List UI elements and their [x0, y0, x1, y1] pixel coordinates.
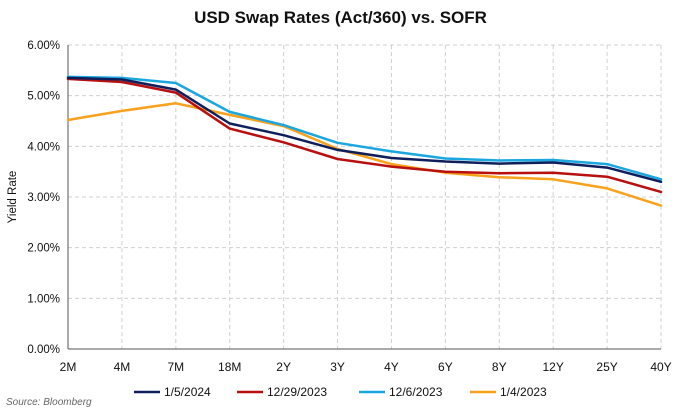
- y-tick-label: 4.00%: [27, 141, 60, 153]
- x-tick-label: 4M: [114, 360, 131, 374]
- source-note: Source: Bloomberg: [6, 397, 92, 408]
- legend-label: 1/5/2024: [164, 385, 211, 399]
- y-tick-label: 1.00%: [27, 293, 60, 305]
- x-tick-label: 40Y: [650, 360, 671, 374]
- x-tick-label: 2Y: [276, 360, 291, 374]
- x-tick-label: 12Y: [543, 360, 564, 374]
- legend-label: 12/29/2023: [267, 385, 327, 399]
- legend-label: 1/4/2023: [500, 385, 547, 399]
- chart-title: USD Swap Rates (Act/360) vs. SOFR: [194, 8, 487, 27]
- series-line: [66, 77, 663, 194]
- legend-label: 12/6/2023: [389, 385, 443, 399]
- y-tick-label: 0.00%: [27, 344, 60, 356]
- y-tick-label: 6.00%: [27, 40, 60, 52]
- x-tick-label: 25Y: [596, 360, 617, 374]
- x-tick-label: 7M: [167, 360, 184, 374]
- x-tick-label: 2M: [60, 360, 77, 374]
- y-tick-label: 3.00%: [27, 192, 60, 204]
- y-tick-label: 5.00%: [27, 91, 60, 103]
- y-axis-label: Yield Rate: [7, 171, 19, 224]
- series-line: [66, 75, 663, 181]
- x-tick-label: 8Y: [492, 360, 507, 374]
- x-tick-label: 3Y: [330, 360, 345, 374]
- series-line: [66, 102, 663, 207]
- y-tick-label: 2.00%: [27, 243, 60, 255]
- x-tick-label: 18M: [218, 360, 241, 374]
- x-tick-label: 4Y: [384, 360, 399, 374]
- series-line: [66, 76, 663, 184]
- x-tick-label: 6Y: [438, 360, 453, 374]
